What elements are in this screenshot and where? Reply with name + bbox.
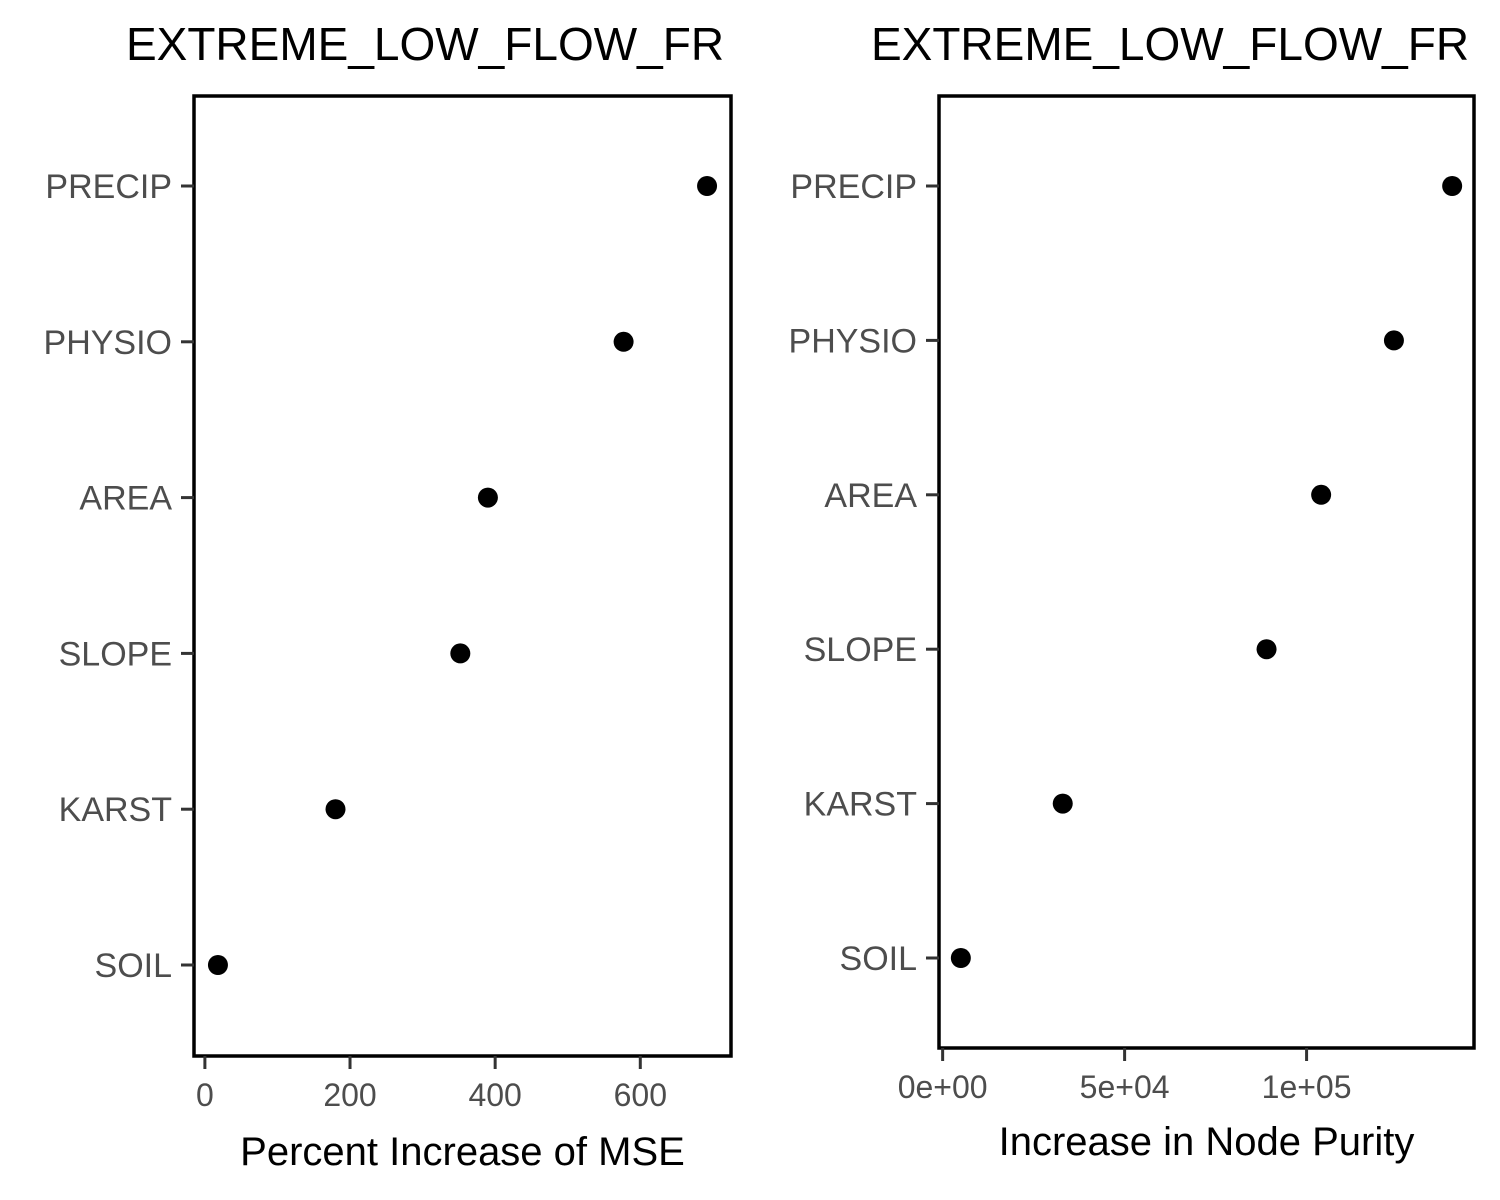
x-axis-label: Percent Increase of MSE	[240, 1130, 685, 1174]
x-tick-label: 0e+00	[898, 1069, 988, 1105]
panel-2: EXTREME_LOW_FLOW_FR PRECIP PHYSIO AREA SLOPE…	[789, 18, 1476, 1164]
y-tick-label: SLOPE	[59, 635, 172, 673]
data-point-soil	[207, 955, 228, 975]
y-tick-label: PHYSIO	[789, 322, 917, 360]
panel-1: EXTREME_LOW_FLOW_FR PRECIP PHYSIO AREA SLOPE…	[44, 18, 733, 1174]
data-point-physio	[613, 331, 634, 352]
y-tick-label: KARST	[59, 791, 172, 829]
x-tick-label: 400	[468, 1077, 521, 1113]
plot-border	[192, 94, 733, 1058]
y-tick-label: SLOPE	[804, 631, 917, 669]
panel-title: EXTREME_LOW_FLOW_FR	[871, 18, 1469, 70]
data-point-area	[477, 487, 498, 508]
data-point-slope	[450, 643, 471, 664]
y-tick-label: SOIL	[95, 947, 172, 985]
data-point-precip	[697, 176, 718, 196]
y-tick-label: PHYSIO	[44, 324, 172, 362]
data-point-precip	[1442, 176, 1463, 196]
panel-title: EXTREME_LOW_FLOW_FR	[126, 18, 724, 70]
x-tick-label: 5e+04	[1080, 1069, 1170, 1105]
data-point-physio	[1383, 330, 1404, 351]
y-tick-label: KARST	[804, 786, 917, 824]
data-point-karst	[1052, 793, 1073, 814]
plot-border	[937, 94, 1476, 1050]
y-tick-label: AREA	[79, 480, 172, 518]
data-point-slope	[1256, 639, 1277, 660]
data-point-area	[1311, 484, 1332, 505]
y-tick-label: PRECIP	[790, 168, 917, 206]
x-tick-label: 1e+05	[1262, 1069, 1352, 1105]
y-tick-label: PRECIP	[45, 168, 172, 206]
data-point-karst	[325, 799, 346, 820]
x-tick-label: 200	[323, 1077, 376, 1113]
y-tick-label: AREA	[824, 477, 917, 515]
y-tick-label: SOIL	[840, 940, 917, 978]
x-axis-label: Increase in Node Purity	[999, 1120, 1415, 1164]
x-tick-label: 0	[196, 1077, 214, 1113]
data-point-soil	[950, 948, 971, 968]
x-tick-label: 600	[614, 1077, 667, 1113]
